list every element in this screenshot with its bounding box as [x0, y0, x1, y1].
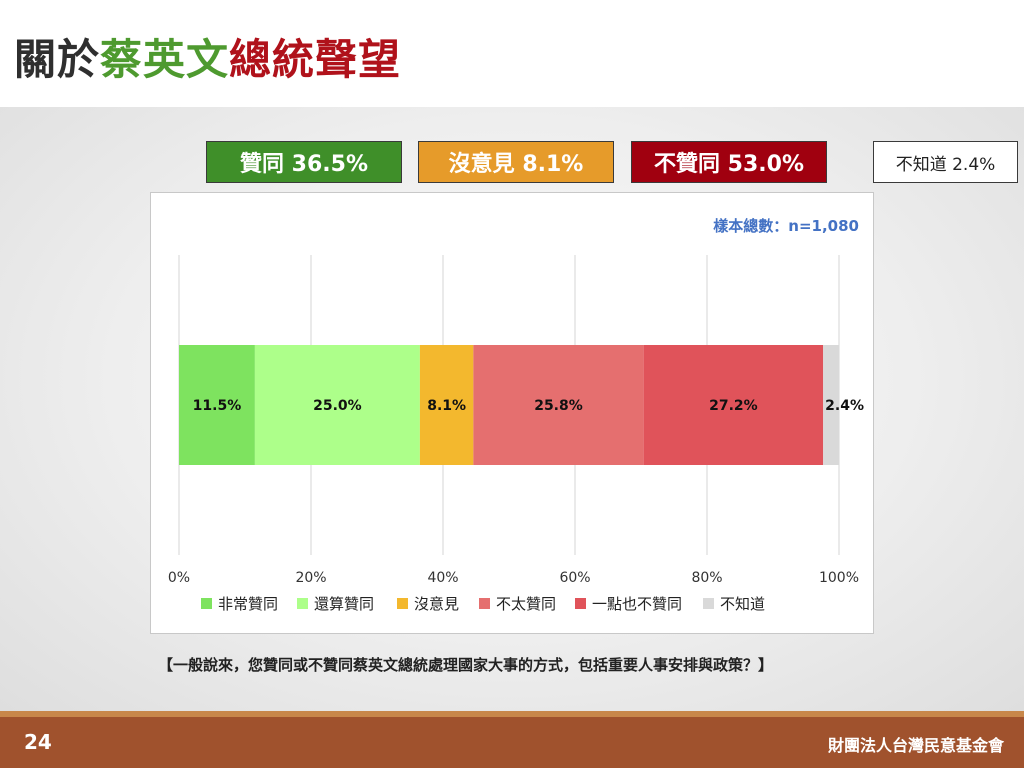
title-part-about: 關於 — [14, 35, 101, 84]
summary-disapprove-box: 不贊同 53.0% — [631, 141, 827, 183]
bar-segment — [254, 345, 420, 465]
summary-no-opinion-box: 沒意見 8.1% — [418, 141, 614, 183]
data-label: 25.8% — [534, 398, 583, 414]
legend-swatch — [297, 598, 308, 609]
bar-segment — [473, 345, 644, 465]
x-tick-label: 20% — [295, 570, 326, 586]
slide-title: 關於蔡英文總統聲望 — [14, 26, 401, 87]
data-label: 25.0% — [313, 398, 362, 414]
x-tick-label: 40% — [427, 570, 458, 586]
x-tick-label: 60% — [559, 570, 590, 586]
legend-entry: 沒意見 — [414, 595, 459, 613]
sample-size-note: 樣本總數：n=1,080 — [713, 217, 859, 235]
organization-name: 財團法人台灣民意基金會 — [827, 736, 1004, 755]
page-number: 24 — [24, 730, 52, 754]
bar-segment — [823, 345, 839, 465]
data-label: 2.4% — [825, 398, 864, 414]
legend-entry: 一點也不贊同 — [592, 595, 682, 613]
bar-segment — [419, 345, 474, 465]
stacked-bar-chart: 0% 20% 40% 60% 80% 100% 11.5% 25.0% 8.1% 25.8% 27.… — [168, 255, 864, 613]
legend-swatch — [479, 598, 490, 609]
legend-swatch — [397, 598, 408, 609]
legend-entry: 不知道 — [720, 595, 765, 613]
x-tick-label: 0% — [168, 570, 190, 586]
data-label: 11.5% — [193, 398, 242, 414]
title-area: 關於蔡英文總統聲望 — [0, 0, 1024, 107]
legend-swatch — [703, 598, 714, 609]
title-part-name: 蔡英文 — [100, 35, 230, 84]
bar-segment — [179, 345, 255, 465]
data-label: 8.1% — [427, 398, 466, 414]
chart-panel: 樣本總數：n=1,080 0% 20% 40% 60% 80% 100% 11.5% 25.0… — [150, 192, 874, 634]
legend-swatch — [575, 598, 586, 609]
x-tick-label: 80% — [691, 570, 722, 586]
legend-entry: 還算贊同 — [314, 595, 374, 613]
summary-approve-box: 贊同 36.5% — [206, 141, 402, 183]
legend-entry: 不太贊同 — [496, 595, 556, 613]
legend-entry: 非常贊同 — [218, 595, 278, 613]
x-tick-label: 100% — [819, 570, 859, 586]
summary-dont-know-box: 不知道 2.4% — [873, 141, 1018, 183]
footer-accent-line — [0, 711, 1024, 717]
survey-question: 【一般說來，您贊同或不贊同蔡英文總統處理國家大事的方式，包括重要人事安排與政策？… — [158, 656, 774, 674]
footer-bar: 24 財團法人台灣民意基金會 — [0, 717, 1024, 768]
legend-swatch — [201, 598, 212, 609]
data-label: 27.2% — [709, 398, 758, 414]
title-part-reputation: 總統聲望 — [229, 35, 402, 84]
bar-segment — [643, 345, 824, 465]
